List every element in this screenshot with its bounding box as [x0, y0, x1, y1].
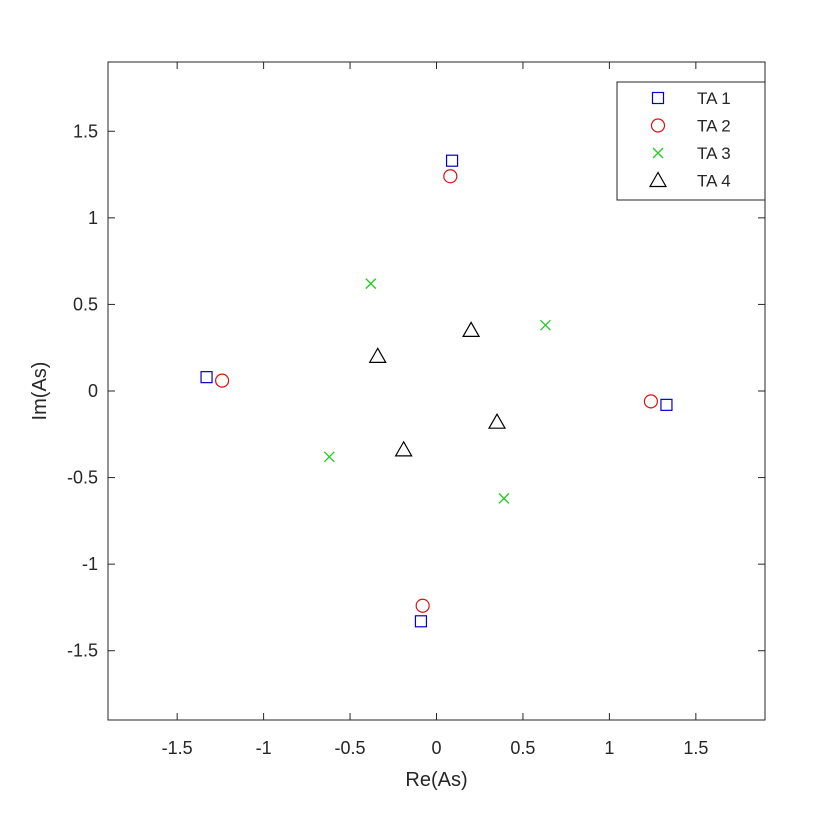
x-tick-label: -1.5 [162, 738, 193, 758]
legend-marker-triangle [648, 171, 668, 188]
legend-marker-square [651, 91, 665, 105]
x-tick-label: -1 [256, 738, 272, 758]
legend-label: TA 2 [697, 117, 731, 136]
y-tick-label: -1 [82, 554, 98, 574]
x-tick-label: 1 [604, 738, 614, 758]
legend-label: TA 4 [697, 172, 731, 191]
data-point-series-2-circle [443, 169, 458, 184]
data-point-series-3-x [365, 278, 377, 290]
x-tick-label: -0.5 [335, 738, 366, 758]
y-tick-label: 0 [88, 381, 98, 401]
data-point-series-4-triangle [487, 412, 507, 429]
axis-ticks: -1.5 -1 -0.5 0 0.5 1 1.5 -1.5 -1 -0.5 0 0.5 1 1.5 [67, 62, 765, 758]
data-point-series-4-triangle [368, 347, 387, 363]
y-tick-label: 0.5 [73, 294, 98, 314]
data-point-series-2-circle [215, 373, 230, 388]
legend-label: TA 1 [697, 89, 731, 108]
y-tick-label: -1.5 [67, 641, 98, 661]
data-points [200, 154, 673, 628]
y-tick-label: -0.5 [67, 468, 98, 488]
legend: TA 1 TA 2 TA 3 TA 4 [616, 81, 766, 201]
data-point-series-1-square [445, 154, 459, 167]
data-point-series-3-x [539, 319, 551, 331]
x-tick-label: 0.5 [510, 738, 535, 758]
data-point-series-4-triangle [462, 321, 481, 337]
data-point-series-1-square [414, 615, 428, 628]
legend-marker-circle [650, 118, 666, 133]
y-axis-label: Im(As) [29, 362, 51, 421]
x-tick-label: 0 [431, 738, 441, 758]
data-point-series-4-triangle [394, 440, 413, 457]
data-point-series-1-square [660, 398, 673, 411]
legend-label: TA 3 [697, 144, 731, 163]
plot-area-frame [107, 61, 766, 721]
data-point-series-3-x [498, 492, 510, 504]
data-point-series-2-circle [415, 598, 430, 613]
legend-box [616, 81, 766, 201]
y-tick-label: 1 [88, 208, 98, 228]
data-point-series-3-x [323, 451, 335, 463]
data-point-series-2-circle [643, 394, 658, 409]
x-tick-label: 1.5 [683, 738, 708, 758]
data-point-series-1-square [200, 371, 213, 384]
y-tick-label: 1.5 [73, 121, 98, 141]
x-axis-label: Re(As) [405, 769, 467, 791]
legend-marker-x [652, 147, 664, 159]
